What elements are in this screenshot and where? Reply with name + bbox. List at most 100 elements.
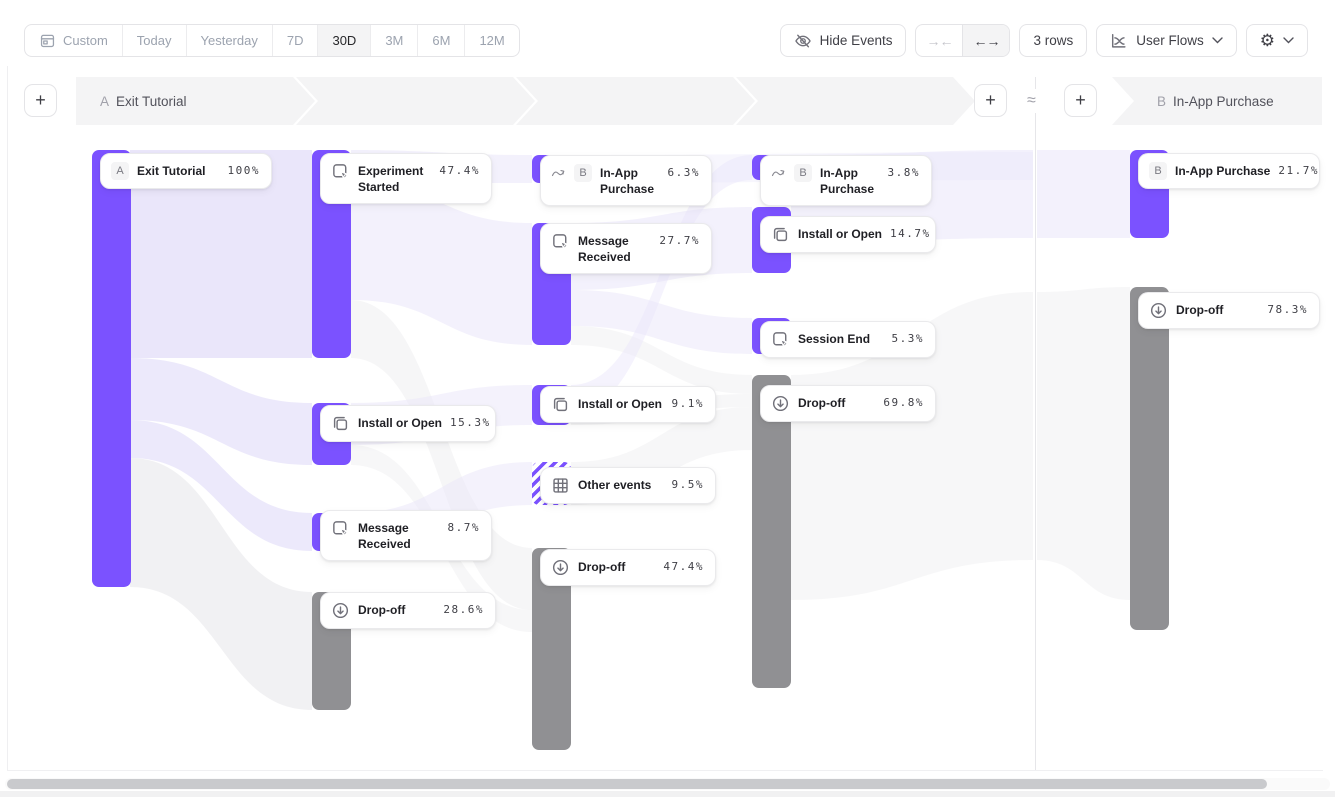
add-step-button-b-start[interactable]: + [1064, 84, 1097, 117]
step-band-segment-b[interactable] [1112, 77, 1322, 125]
copy-icon [551, 395, 570, 414]
section-a-header[interactable]: A Exit Tutorial [100, 77, 187, 125]
date-range-label: 6M [432, 33, 451, 48]
node-value: 47.4% [439, 164, 480, 177]
expand-columns-button[interactable]: ←→ [962, 25, 1010, 56]
exit-tutorial-bar[interactable] [92, 150, 131, 587]
node-value: 15.3% [450, 416, 491, 429]
canvas-left-edge [7, 66, 8, 771]
node-label: Message Received [578, 234, 631, 264]
node-value: 9.5% [671, 478, 704, 491]
page-bottom-strip [0, 791, 1335, 797]
drop-off-3-card[interactable]: Drop-off 69.8% [760, 385, 936, 422]
node-value: 69.8% [883, 396, 924, 409]
click-icon [331, 519, 350, 538]
toolbar-right: Hide Events →← ←→ 3 rows User Flows ⚙ [779, 24, 1308, 57]
section-b-title: In-App Purchase [1173, 93, 1274, 109]
date-range-12m[interactable]: 12M [464, 25, 518, 56]
node-value: 9.1% [671, 397, 704, 410]
flow-link [1037, 150, 1130, 238]
chevron-down-icon [1283, 37, 1294, 44]
gear-icon: ⚙ [1259, 31, 1275, 50]
grid-icon [551, 476, 570, 495]
node-label: Install or Open [798, 227, 883, 241]
in-app-purchase-1-card[interactable]: B In-App Purchase 6.3% [540, 155, 712, 206]
step-band-segment[interactable] [296, 77, 535, 125]
flow-link [571, 290, 752, 354]
install-or-open-3-card[interactable]: Install or Open 14.7% [760, 216, 936, 253]
install-or-open-2-card[interactable]: Install or Open 9.1% [540, 386, 716, 423]
drop-off-b-card[interactable]: Drop-off 78.3% [1138, 292, 1320, 329]
copy-icon [771, 225, 790, 244]
node-label: Exit Tutorial [137, 164, 206, 178]
node-label: Install or Open [358, 416, 443, 430]
in-app-purchase-b-card[interactable]: B In-App Purchase 21.7% [1138, 153, 1320, 189]
chevron-down-icon [1212, 37, 1223, 44]
settings-button[interactable]: ⚙ [1245, 24, 1308, 57]
date-range-label: 12M [479, 33, 505, 48]
node-value: 47.4% [663, 560, 704, 573]
experiment-started-card[interactable]: Experiment Started 47.4% [320, 153, 492, 204]
section-b-header[interactable]: B In-App Purchase [1157, 77, 1274, 125]
drop-off-2-card[interactable]: Drop-off 47.4% [540, 549, 716, 586]
other-events-card[interactable]: Other events 9.5% [540, 467, 716, 504]
date-range-7d[interactable]: 7D [271, 25, 318, 56]
session-end-card[interactable]: Session End 5.3% [760, 321, 936, 358]
node-value: 8.7% [447, 521, 480, 534]
step-band-segment[interactable] [76, 77, 315, 125]
section-b-badge: B [1157, 93, 1167, 109]
exit-tutorial-card[interactable]: A Exit Tutorial 100% [100, 153, 272, 189]
node-label: In-App Purchase [1175, 164, 1271, 178]
date-range-3m[interactable]: 3M [370, 25, 417, 56]
message-received-1-card[interactable]: Message Received 8.7% [320, 510, 492, 561]
date-range-yesterday[interactable]: Yesterday [185, 25, 272, 56]
date-range-30d[interactable]: 30D [317, 25, 371, 56]
drop-off-b-bar[interactable] [1130, 287, 1169, 630]
message-received-2-card[interactable]: Message Received 27.7% [540, 223, 712, 274]
node-label: Drop-off [578, 560, 626, 574]
event-badge-b: B [1149, 162, 1167, 180]
flow-link [571, 326, 752, 394]
install-or-open-1-card[interactable]: Install or Open 15.3% [320, 405, 496, 442]
drop-off-3-bar[interactable] [752, 375, 791, 688]
copy-icon [331, 414, 350, 433]
in-app-purchase-2-card[interactable]: B In-App Purchase 3.8% [760, 155, 932, 206]
flow-link [130, 458, 312, 710]
node-label: Drop-off [798, 396, 846, 410]
flow-link [351, 183, 532, 345]
date-range-custom[interactable]: Custom [25, 25, 122, 56]
view-selector-label: User Flows [1136, 33, 1204, 48]
step-band-segment[interactable] [736, 77, 975, 125]
step-band-segment[interactable] [516, 77, 755, 125]
date-range-label: 3M [385, 33, 404, 48]
add-step-button-a-end[interactable]: + [974, 84, 1007, 117]
node-label: Experiment Started [358, 164, 424, 194]
eye-off-icon [794, 32, 812, 50]
event-badge-a: A [111, 162, 129, 180]
node-label: Install or Open [578, 397, 663, 411]
rows-button[interactable]: 3 rows [1019, 24, 1088, 57]
view-selector-button[interactable]: User Flows [1096, 24, 1237, 57]
drop-off-icon [551, 558, 570, 577]
node-label: Session End [798, 332, 871, 346]
drop-off-icon [1149, 301, 1168, 320]
hide-events-button[interactable]: Hide Events [779, 24, 907, 57]
wave-arrow-icon [771, 167, 786, 178]
collapse-columns-button[interactable]: →← [926, 32, 953, 49]
flow-link [130, 420, 312, 551]
horizontal-scrollbar-track[interactable] [5, 778, 1330, 790]
node-label: Drop-off [358, 603, 406, 617]
hide-events-label: Hide Events [819, 33, 893, 48]
canvas-bottom-edge [7, 770, 1323, 771]
horizontal-scrollbar-thumb[interactable] [7, 779, 1267, 789]
click-icon [771, 330, 790, 349]
node-value: 78.3% [1267, 303, 1308, 316]
drop-off-1-card[interactable]: Drop-off 28.6% [320, 592, 496, 629]
rows-label: 3 rows [1033, 33, 1074, 48]
node-label: Drop-off [1176, 303, 1224, 317]
node-label: In-App Purchase [820, 166, 875, 196]
add-step-button-left[interactable]: + [24, 84, 57, 117]
date-range-today[interactable]: Today [121, 25, 186, 56]
date-range-6m[interactable]: 6M [417, 25, 464, 56]
node-label: Other events [578, 478, 652, 492]
